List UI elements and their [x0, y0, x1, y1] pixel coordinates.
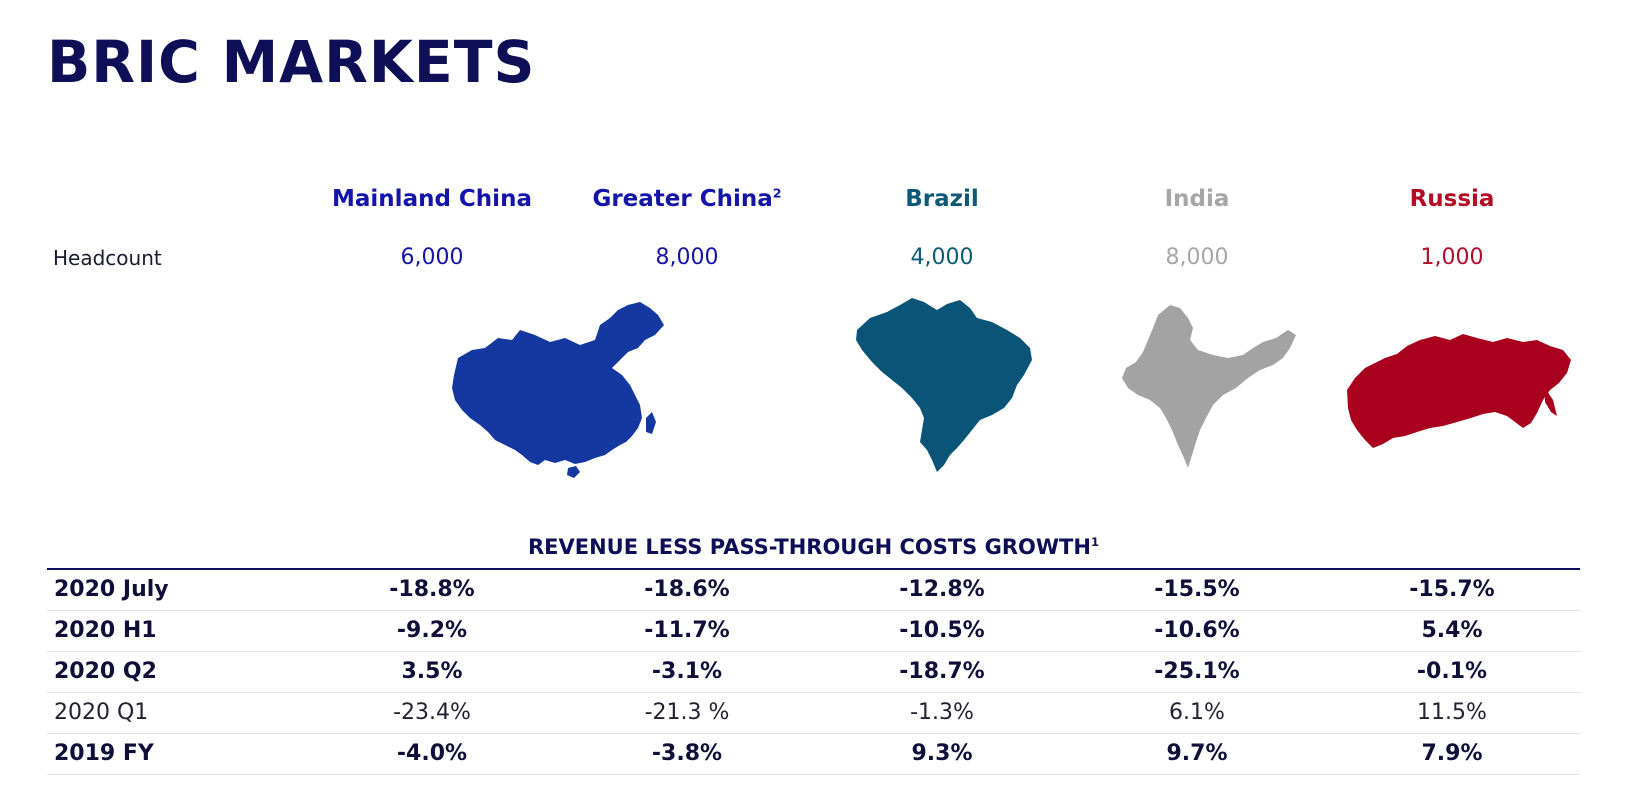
column-header-label: Greater China — [592, 186, 773, 212]
table-cell: -15.5% — [1154, 577, 1240, 602]
table-cell: -1.3% — [910, 700, 974, 725]
table-cell: -25.1% — [1154, 659, 1240, 684]
table-cell: -23.4% — [393, 700, 471, 725]
column-header-label: Russia — [1409, 186, 1495, 212]
table-row: 2020 Q2 3.5% -3.1% -18.7% -25.1% -0.1% — [47, 652, 1580, 693]
table-cell: 7.9% — [1421, 741, 1483, 766]
table-cell: -4.0% — [396, 741, 468, 766]
table-cell: 5.4% — [1421, 618, 1483, 643]
table-row: 2019 FY -4.0% -3.8% 9.3% 9.7% 7.9% — [47, 734, 1580, 775]
column-header-greater-china: Greater China2 — [567, 186, 807, 212]
headcount-label: Headcount — [53, 246, 162, 270]
row-label: 2020 July — [54, 577, 169, 602]
footnote-marker: 2 — [772, 185, 782, 201]
column-header-label: Brazil — [905, 186, 979, 212]
row-label: 2020 Q1 — [54, 700, 149, 725]
section-title: REVENUE LESS PASS-THROUGH COSTS GROWTH1 — [47, 535, 1580, 559]
china-map — [452, 302, 664, 478]
table-cell: -15.7% — [1409, 577, 1495, 602]
table-cell: -10.5% — [899, 618, 985, 643]
table-cell: 3.5% — [401, 659, 463, 684]
table-cell: -3.1% — [651, 659, 723, 684]
headcount-value: 8,000 — [1165, 245, 1229, 270]
india-map — [1122, 305, 1296, 468]
table-cell: -11.7% — [644, 618, 730, 643]
table-row: 2020 H1 -9.2% -11.7% -10.5% -10.6% 5.4% — [47, 611, 1580, 652]
column-header-label: Mainland China — [332, 186, 532, 212]
column-header-india: India — [1077, 186, 1317, 212]
table-cell: -10.6% — [1154, 618, 1240, 643]
page-title: BRIC MARKETS — [47, 28, 536, 96]
column-header-brazil: Brazil — [822, 186, 1062, 212]
table-cell: -12.8% — [899, 577, 985, 602]
headcount-value: 6,000 — [400, 245, 464, 270]
table-cell: -18.8% — [389, 577, 475, 602]
headcount-value: 1,000 — [1420, 245, 1484, 270]
section-title-text: REVENUE LESS PASS-THROUGH COSTS GROWTH — [527, 535, 1091, 559]
row-label: 2019 FY — [54, 741, 154, 766]
column-header-label: India — [1164, 186, 1230, 212]
row-label: 2020 H1 — [54, 618, 157, 643]
russia-map — [1347, 334, 1571, 448]
table-cell: -21.3 % — [644, 700, 730, 725]
footnote-marker: 1 — [1090, 535, 1099, 549]
column-header-russia: Russia — [1332, 186, 1572, 212]
column-header-mainland-china: Mainland China — [312, 186, 552, 212]
row-label: 2020 Q2 — [54, 659, 157, 684]
table-cell: 11.5% — [1417, 700, 1487, 725]
headcount-value: 8,000 — [655, 245, 719, 270]
table-cell: -0.1% — [1416, 659, 1488, 684]
table-cell: -18.7% — [899, 659, 985, 684]
growth-table: 2020 July -18.8% -18.6% -12.8% -15.5% -15.7% 2… — [47, 568, 1580, 775]
brazil-map — [856, 298, 1032, 472]
table-cell: 9.7% — [1166, 741, 1228, 766]
headcount-value: 4,000 — [910, 245, 974, 270]
table-cell: -18.6% — [644, 577, 730, 602]
table-cell: -9.2% — [396, 618, 468, 643]
table-cell: 6.1% — [1169, 700, 1225, 725]
table-row: 2020 July -18.8% -18.6% -12.8% -15.5% -15.7% — [47, 570, 1580, 611]
table-row: 2020 Q1 -23.4% -21.3 % -1.3% 6.1% 11.5% — [47, 693, 1580, 734]
table-cell: -3.8% — [651, 741, 723, 766]
table-cell: 9.3% — [911, 741, 973, 766]
